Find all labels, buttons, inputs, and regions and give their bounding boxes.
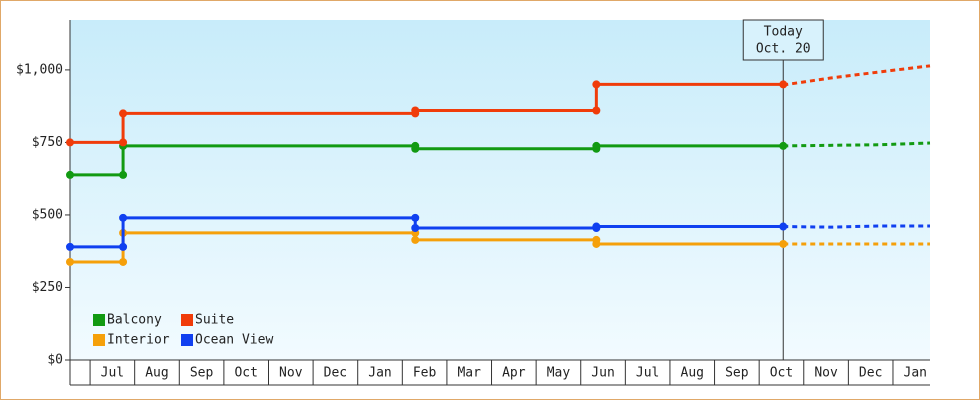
point: [411, 235, 420, 244]
point: [119, 257, 128, 266]
point: [592, 222, 601, 231]
x-tick-label: Sep: [725, 366, 749, 381]
point: [779, 141, 788, 150]
plot-area: [70, 20, 930, 360]
x-tick-label: Sep: [190, 366, 214, 381]
legend-label: Suite: [195, 313, 234, 328]
y-tick-label: $500: [32, 207, 63, 222]
today-label: Today: [764, 25, 803, 40]
legend-swatch: [181, 334, 193, 346]
point: [119, 109, 128, 118]
point: [779, 222, 788, 231]
point: [411, 213, 420, 222]
x-tick-label: Jul: [101, 366, 124, 381]
legend-label: Interior: [107, 333, 170, 348]
forecast-line: [783, 141, 931, 148]
point: [119, 138, 128, 147]
legend-swatch: [93, 334, 105, 346]
x-tick-label: Jan: [904, 366, 927, 381]
y-tick-label: $0: [47, 353, 63, 368]
x-tick-label: Jan: [368, 366, 391, 381]
legend-swatch: [93, 314, 105, 326]
forecast-line: [783, 224, 930, 229]
point: [411, 144, 420, 153]
point: [119, 170, 128, 179]
x-tick-label: Aug: [681, 366, 704, 381]
x-tick-label: May: [547, 366, 571, 381]
x-tick-label: Jul: [636, 366, 659, 381]
y-tick-label: $1,000: [16, 62, 63, 77]
x-tick-label: Oct: [234, 366, 257, 381]
point: [66, 257, 74, 266]
legend-swatch: [181, 314, 193, 326]
x-tick-label: Nov: [814, 366, 838, 381]
y-tick-label: $250: [32, 280, 63, 295]
x-tick-label: Nov: [279, 366, 303, 381]
point: [592, 239, 601, 248]
x-tick-label: Apr: [502, 366, 526, 381]
x-tick-label: Dec: [859, 366, 882, 381]
legend-label: Balcony: [107, 313, 162, 328]
point: [119, 242, 128, 251]
point: [66, 170, 74, 179]
point: [779, 80, 788, 89]
x-tick-label: Mar: [457, 366, 481, 381]
legend-label: Ocean View: [195, 333, 273, 348]
point: [411, 224, 420, 233]
x-tick-label: Dec: [324, 366, 347, 381]
x-tick-label: Aug: [145, 366, 168, 381]
point: [119, 213, 128, 222]
point: [66, 138, 74, 147]
x-tick-label: Oct: [770, 366, 793, 381]
point: [592, 80, 601, 89]
point: [592, 141, 601, 150]
y-tick-label: $750: [32, 135, 63, 150]
x-tick-label: Feb: [413, 366, 437, 381]
forecast-line: [783, 64, 931, 87]
x-tick-label: Jun: [591, 366, 614, 381]
today-label: Oct. 20: [756, 42, 811, 57]
point: [66, 242, 74, 251]
point: [411, 106, 420, 115]
point: [592, 106, 601, 115]
today-box: [742, 19, 824, 61]
point: [779, 239, 788, 248]
